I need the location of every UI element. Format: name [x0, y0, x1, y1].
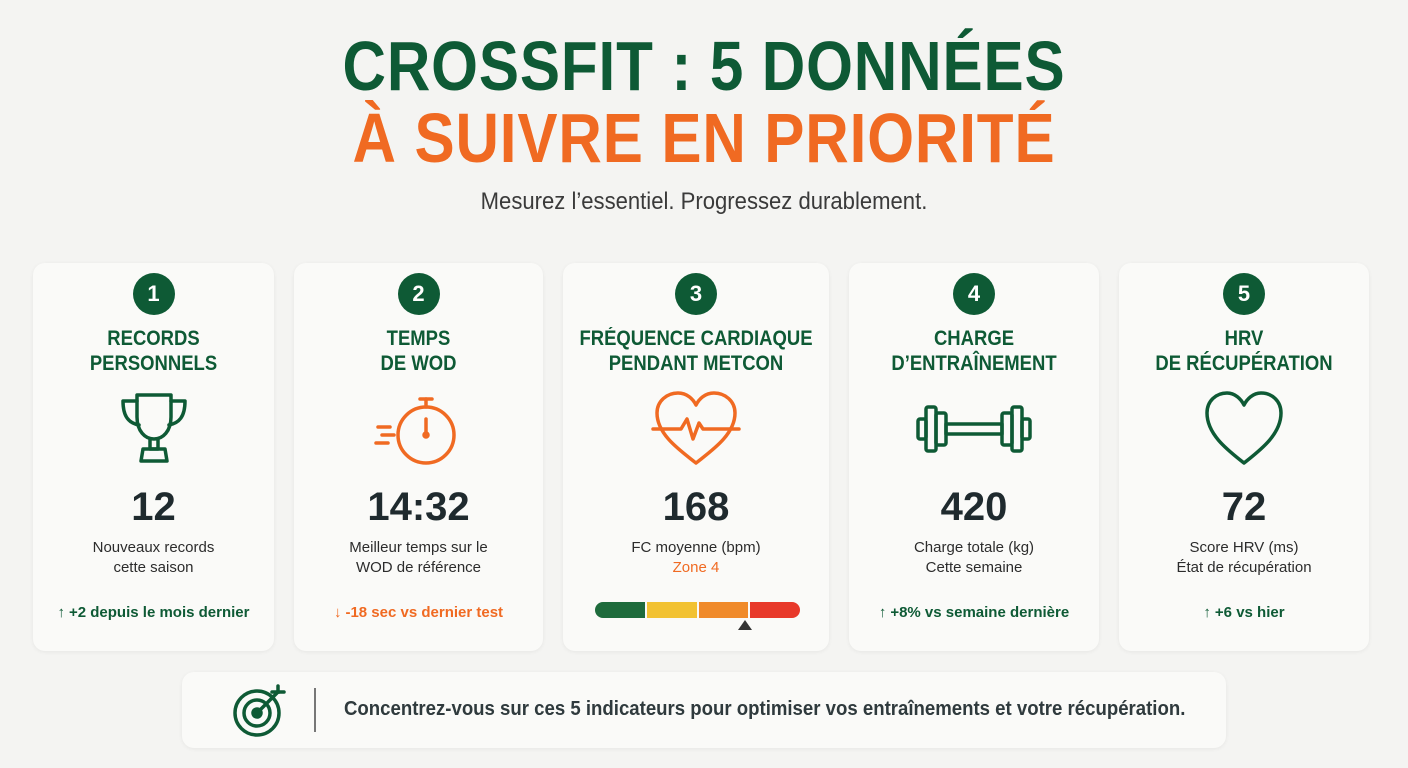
card-wod-time: 2 TEMPS DE WOD 14:32 Meilleur temps sur … — [294, 263, 543, 651]
card-title-line1: HRV — [1224, 327, 1264, 350]
heart-rate-zone-bar — [595, 602, 800, 618]
page-title-line2: À SUIVRE EN PRIORITÉ — [352, 99, 1056, 177]
target-icon — [233, 684, 286, 737]
card-number-badge: 5 — [1223, 273, 1265, 315]
trophy-icon — [120, 393, 187, 463]
card-hrv: 5 HRV DE RÉCUPÉRATION 72 Score HRV (ms) … — [1119, 263, 1369, 651]
metric-description: Meilleur temps sur le WOD de référence — [294, 538, 543, 578]
metric-description: FC moyenne (bpm) Zone 4 — [563, 538, 829, 578]
footer-banner: Concentrez-vous sur ces 5 indicateurs po… — [182, 672, 1226, 748]
card-number-badge: 3 — [675, 273, 717, 315]
trend-indicator: ↓ -18 sec vs dernier test — [294, 604, 543, 621]
card-title-line1: RECORDS — [107, 327, 200, 350]
stopwatch-icon — [373, 397, 456, 465]
trend-text: +8% vs semaine dernière — [890, 604, 1070, 621]
page-header: CROSSFIT : 5 DONNÉES À SUIVRE EN PRIORIT… — [0, 30, 1408, 174]
arrow-down-icon: ↓ — [333, 604, 342, 621]
card-title-line2: D’ENTRAÎNEMENT — [891, 352, 1057, 375]
heart-pulse-icon — [651, 391, 741, 465]
zone-segment-3 — [698, 602, 751, 618]
card-number-badge: 2 — [397, 273, 440, 315]
card-title: TEMPS DE WOD — [309, 326, 528, 376]
metric-value: 72 — [1221, 485, 1267, 529]
card-training-load: 4 CHARGE D’ENTRAÎNEMENT 420 Charge total… — [849, 263, 1099, 651]
desc-line1: FC moyenne (bpm) — [631, 539, 761, 556]
card-title-line1: FRÉQUENCE CARDIAQUE — [579, 327, 813, 350]
metric-description: Score HRV (ms) État de récupération — [1119, 538, 1369, 578]
zone-segment-1 — [595, 602, 647, 618]
card-title-line1: TEMPS — [386, 327, 451, 350]
trend-text: +6 vs hier — [1214, 604, 1285, 621]
metric-value: 14:32 — [367, 485, 470, 529]
desc-line2: État de récupération — [1176, 559, 1312, 576]
desc-line1: Charge totale (kg) — [913, 539, 1035, 556]
trend-text: +2 depuis le mois dernier — [69, 604, 250, 621]
desc-line1: Score HRV (ms) — [1189, 539, 1299, 556]
heart-icon — [1205, 391, 1283, 465]
card-title-line1: CHARGE — [933, 327, 1015, 350]
dumbbell-icon — [916, 405, 1032, 453]
card-records: 1 RECORDS PERSONNELS 12 Nouveaux records… — [33, 263, 274, 651]
metric-value: 420 — [940, 485, 1008, 529]
card-title: HRV DE RÉCUPÉRATION — [1134, 326, 1354, 376]
card-title-line2: PENDANT METCON — [608, 352, 784, 375]
desc-line2: WOD de référence — [355, 559, 482, 576]
card-heart-rate: 3 FRÉQUENCE CARDIAQUE PENDANT METCON 168… — [563, 263, 829, 651]
card-number-badge: 1 — [132, 273, 175, 315]
desc-line2: Cette semaine — [925, 559, 1023, 576]
desc-line2: cette saison — [113, 559, 194, 576]
card-title-line2: DE WOD — [380, 352, 457, 375]
footer-divider — [314, 688, 316, 732]
card-title: CHARGE D’ENTRAÎNEMENT — [864, 326, 1084, 376]
desc-line1: Meilleur temps sur le — [349, 539, 488, 556]
zone-segment-4 — [750, 602, 800, 618]
card-title-line2: PERSONNELS — [89, 352, 218, 375]
trend-indicator: ↑ +8% vs semaine dernière — [849, 604, 1099, 621]
metric-description: Nouveaux records cette saison — [33, 538, 274, 578]
metric-value: 168 — [662, 485, 730, 529]
card-number-badge: 4 — [953, 273, 995, 315]
card-title: RECORDS PERSONNELS — [47, 326, 259, 376]
trend-indicator: ↑ +6 vs hier — [1119, 604, 1369, 621]
arrow-up-icon: ↑ — [878, 604, 887, 621]
desc-line1: Nouveaux records — [92, 539, 215, 556]
zone-marker-icon — [737, 620, 752, 630]
page-title-line1: CROSSFIT : 5 DONNÉES — [342, 27, 1066, 105]
metric-description: Charge totale (kg) Cette semaine — [849, 538, 1099, 578]
arrow-up-icon: ↑ — [57, 604, 66, 621]
card-title-line2: DE RÉCUPÉRATION — [1155, 352, 1333, 375]
metric-value: 12 — [131, 485, 176, 529]
trend-text: -18 sec vs dernier test — [345, 604, 504, 621]
zone-segment-2 — [646, 602, 699, 618]
zone-label: Zone 4 — [672, 559, 720, 576]
card-title: FRÉQUENCE CARDIAQUE PENDANT METCON — [579, 326, 813, 376]
page-subtitle: Mesurez l’essentiel. Progressez durablem… — [480, 188, 928, 215]
footer-message: Concentrez-vous sur ces 5 indicateurs po… — [344, 698, 1186, 720]
arrow-up-icon: ↑ — [1203, 604, 1211, 621]
trend-indicator: ↑ +2 depuis le mois dernier — [33, 604, 274, 621]
